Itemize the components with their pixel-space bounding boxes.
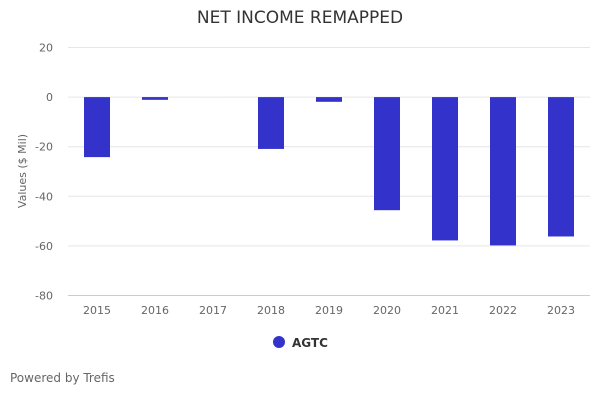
bar-2016	[142, 97, 168, 100]
bar-2021	[432, 97, 458, 241]
y-axis-label: Values ($ Mil)	[16, 134, 29, 208]
y-tick-label: -40	[35, 190, 53, 203]
bar-2023	[548, 97, 574, 237]
y-tick-label: -20	[35, 141, 53, 154]
y-tick-label: 20	[39, 42, 53, 55]
legend-marker	[273, 336, 285, 348]
y-tick-label: 0	[46, 91, 53, 104]
x-tick-label: 2017	[199, 304, 227, 317]
x-tick-label: 2023	[547, 304, 575, 317]
bar-2018	[258, 97, 284, 149]
y-tick-label: -60	[35, 240, 53, 253]
bar-2015	[84, 97, 110, 158]
x-tick-label: 2020	[373, 304, 401, 317]
bar-2020	[374, 97, 400, 211]
x-tick-label: 2016	[141, 304, 169, 317]
x-tick-label: 2021	[431, 304, 459, 317]
x-tick-label: 2018	[257, 304, 285, 317]
bar-2022	[490, 97, 516, 246]
y-tick-label: -80	[35, 290, 53, 303]
chart-title: NET INCOME REMAPPED	[196, 8, 404, 28]
powered-by-credit[interactable]: Powered by Trefis	[10, 371, 115, 385]
x-tick-label: 2022	[489, 304, 517, 317]
x-tick-label: 2019	[315, 304, 343, 317]
legend-label: AGTC	[292, 336, 328, 350]
bar-2019	[316, 97, 342, 102]
x-tick-label: 2015	[83, 304, 111, 317]
